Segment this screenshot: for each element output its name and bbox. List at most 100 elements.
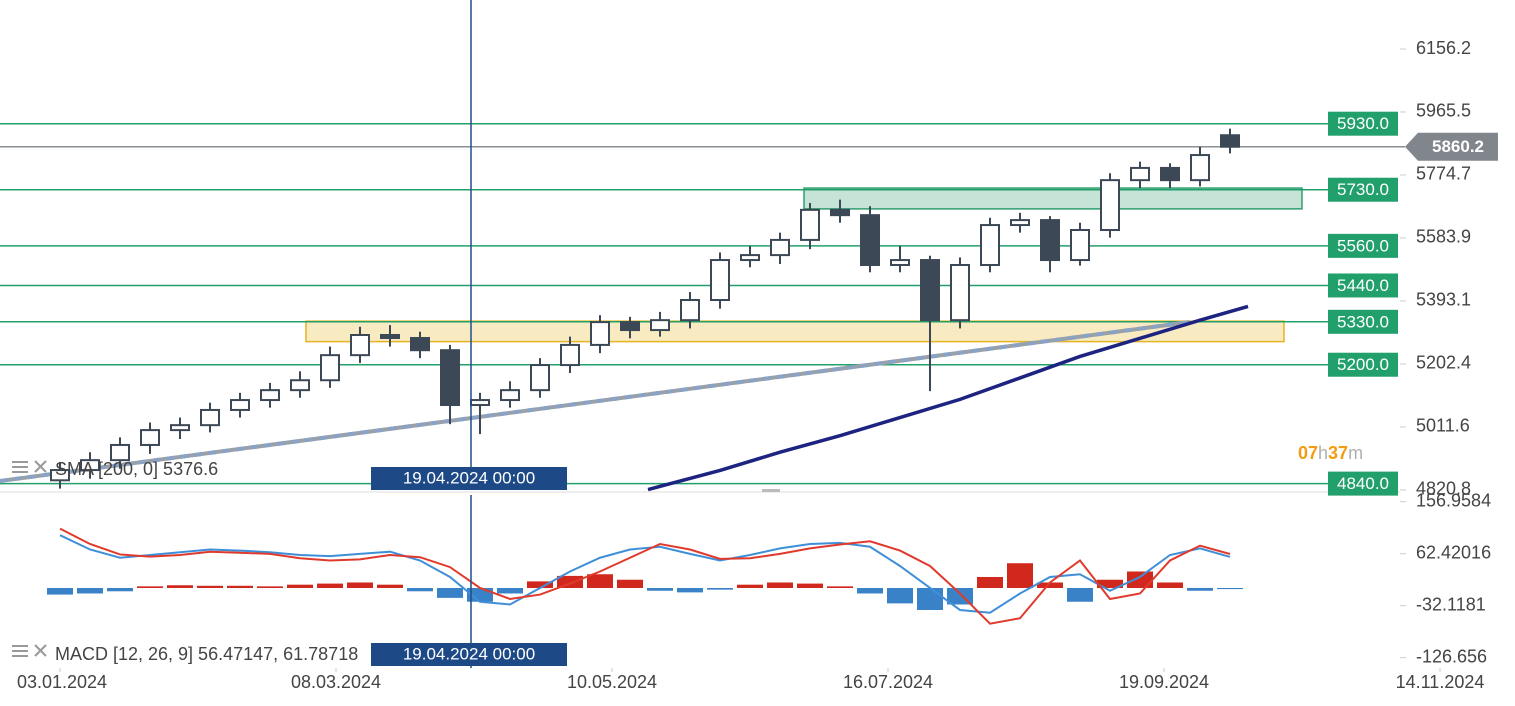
- level-tag-label: 5200.0: [1337, 355, 1389, 374]
- histogram-bar: [347, 582, 373, 588]
- candle-body: [500, 389, 520, 402]
- trendline: [0, 320, 1191, 483]
- crosshair-label: 19.04.2024 00:00: [403, 468, 535, 487]
- y-tick-label: 5393.1: [1416, 290, 1471, 310]
- countdown: 07h37m: [1298, 443, 1363, 463]
- histogram-bar: [827, 586, 853, 588]
- y-tick-label: 156.9584: [1416, 490, 1491, 510]
- y-tick-label: 5774.7: [1416, 164, 1471, 184]
- candle-body: [890, 259, 910, 267]
- histogram-bar: [797, 583, 823, 588]
- histogram-bar: [227, 585, 253, 588]
- candle-body: [830, 208, 850, 217]
- current-price-label: 5860.2: [1432, 137, 1484, 156]
- candle-body: [290, 379, 310, 392]
- histogram-bar: [107, 587, 133, 592]
- level-tag-label: 5730.0: [1337, 180, 1389, 199]
- sma-legend-icons[interactable]: [12, 460, 47, 473]
- histogram-bar: [647, 587, 673, 591]
- x-tick-label: 19.09.2024: [1119, 672, 1209, 692]
- histogram-bar: [407, 587, 433, 592]
- countdown-part: 37: [1328, 443, 1348, 463]
- y-tick-label: -126.656: [1416, 646, 1487, 666]
- y-tick-label: 6156.2: [1416, 38, 1471, 58]
- histogram-bar: [977, 576, 1003, 588]
- level-tag-label: 4840.0: [1337, 474, 1389, 493]
- candle-body: [140, 429, 160, 446]
- candle-body: [410, 336, 430, 352]
- level-tag-label: 5330.0: [1337, 312, 1389, 331]
- histogram-bar: [1067, 587, 1093, 602]
- countdown-part: m: [1348, 443, 1363, 463]
- histogram-bar: [1187, 587, 1213, 591]
- histogram-bar: [1217, 587, 1243, 590]
- x-tick-label: 08.03.2024: [291, 672, 381, 692]
- candle-body: [650, 319, 670, 332]
- level-tag: [1328, 273, 1398, 298]
- macd-legend-icons[interactable]: [12, 644, 47, 657]
- panel-resize-handle[interactable]: [762, 489, 780, 492]
- level-tag: [1328, 309, 1398, 334]
- histogram-bar: [887, 587, 913, 604]
- histogram-bar: [1097, 579, 1123, 588]
- candle-body: [440, 349, 460, 407]
- candle-body: [560, 343, 580, 367]
- candle-body: [260, 389, 280, 402]
- y-tick-label: 5965.5: [1416, 101, 1471, 121]
- histogram-bar: [287, 584, 313, 588]
- y-tick-label: 62.42016: [1416, 542, 1491, 562]
- histogram-bar: [1127, 571, 1153, 588]
- histogram-bar: [767, 582, 793, 588]
- sma-legend: SMA [200, 0] 5376.6: [55, 459, 218, 479]
- candle-body: [80, 459, 100, 472]
- level-tag: [1328, 352, 1398, 377]
- candle-body: [200, 408, 220, 427]
- histogram-bar: [497, 587, 523, 594]
- histogram-bar: [677, 587, 703, 593]
- level-tag: [1328, 111, 1398, 136]
- candle-body: [950, 264, 970, 322]
- candle-body: [680, 299, 700, 322]
- candle-body: [920, 259, 940, 322]
- y-tick-label: 5583.9: [1416, 227, 1471, 247]
- histogram-bar: [917, 587, 943, 610]
- candle-body: [1220, 134, 1240, 148]
- x-tick-label: 03.01.2024: [17, 672, 107, 692]
- histogram-bar: [257, 586, 283, 588]
- level-tag: [1328, 233, 1398, 258]
- candle-body: [1040, 219, 1060, 262]
- crosshair-label: 19.04.2024 00:00: [403, 644, 535, 663]
- histogram-bar: [737, 584, 763, 588]
- histogram-bar: [857, 587, 883, 594]
- y-tick-label: 5202.4: [1416, 353, 1471, 373]
- candle-body: [1100, 179, 1120, 232]
- histogram-bar: [1007, 563, 1033, 588]
- level-tag: [1328, 471, 1398, 496]
- level-tag: [1328, 177, 1398, 202]
- histogram-bar: [167, 585, 193, 588]
- level-tag-label: 5930.0: [1337, 114, 1389, 133]
- histogram-bar: [137, 586, 163, 588]
- histogram-bar: [707, 587, 733, 590]
- x-tick-label: 10.05.2024: [567, 672, 657, 692]
- current-price-tag: [1405, 132, 1498, 161]
- x-tick-label: 14.11.2024: [1396, 672, 1485, 692]
- candle-body: [770, 238, 790, 257]
- histogram-bar: [197, 585, 223, 588]
- histogram-bar: [1157, 582, 1183, 588]
- x-tick-label: 16.07.2024: [843, 672, 933, 692]
- countdown-part: h: [1318, 443, 1328, 463]
- candle-body: [980, 224, 1000, 267]
- histogram-bar: [1037, 582, 1063, 588]
- candle-body: [1130, 166, 1150, 182]
- zone: [803, 187, 1303, 210]
- histogram-bar: [527, 581, 553, 588]
- macd-line: [59, 527, 1231, 625]
- candle-body: [740, 254, 760, 262]
- y-tick-label: 5011.6: [1416, 416, 1470, 436]
- y-tick-label: 4820.8: [1416, 479, 1471, 499]
- candle-body: [50, 469, 70, 482]
- histogram-bar: [77, 587, 103, 594]
